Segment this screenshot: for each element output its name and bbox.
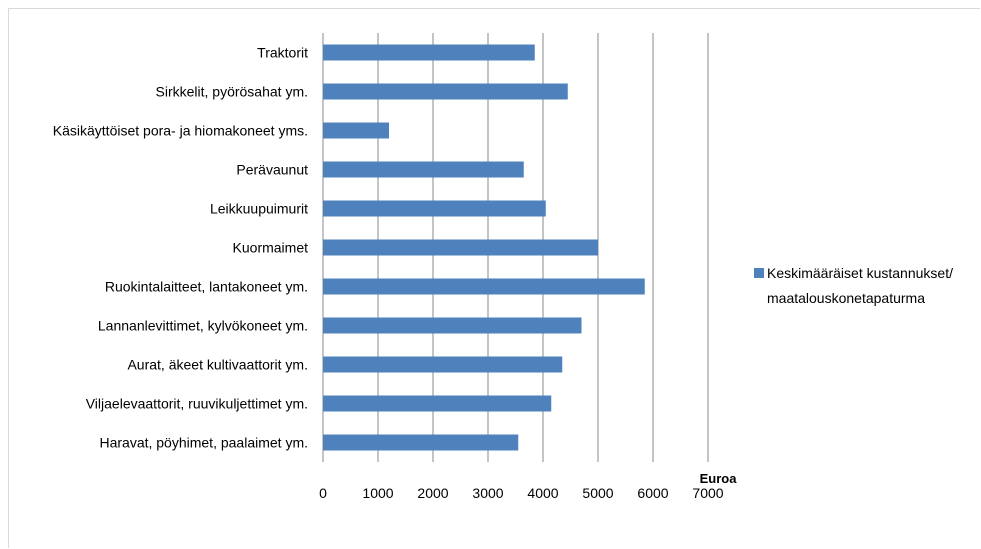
category-label: Sirkkelit, pyörösahat ym. <box>156 84 309 100</box>
legend-label-line-1: Keskimääräiset kustannukset/ <box>767 265 953 281</box>
bars <box>323 44 645 451</box>
x-tick-label: 1000 <box>362 485 393 501</box>
category-label: Kuormaimet <box>233 240 309 256</box>
x-tick-labels: 0 1000 2000 3000 4000 5000 6000 7000 <box>319 485 724 501</box>
x-tick-label: 3000 <box>472 485 503 501</box>
bar <box>323 83 568 100</box>
bar <box>323 278 645 295</box>
category-label: Viljaelevaattorit, ruuvikuljettimet ym. <box>86 396 308 412</box>
bar <box>323 356 563 373</box>
bar <box>323 44 535 61</box>
category-label: Lannanlevittimet, kylvökoneet ym. <box>98 318 308 334</box>
category-label: Perävaunut <box>236 162 308 178</box>
bar <box>323 317 582 334</box>
legend-swatch <box>754 268 764 278</box>
bar <box>323 434 519 451</box>
x-tick-label: 5000 <box>582 485 613 501</box>
x-tick-label: 7000 <box>692 485 723 501</box>
category-label: Leikkuupuimurit <box>210 201 308 217</box>
category-labels: Traktorit Sirkkelit, pyörösahat ym. Käsikä… <box>53 45 308 451</box>
bar <box>323 239 598 256</box>
category-label: Haravat, pöyhimet, paalaimet ym. <box>99 435 308 451</box>
x-tick-label: 2000 <box>417 485 448 501</box>
bar <box>323 122 389 139</box>
legend-label-line-2: maatalouskonetapaturma <box>767 290 925 306</box>
bar <box>323 200 546 217</box>
chart-frame <box>8 8 980 548</box>
x-tick-label: 0 <box>319 485 327 501</box>
category-label: Käsikäyttöiset pora- ja hiomakoneet yms. <box>53 123 308 139</box>
x-axis-unit-label: Euroa <box>700 471 738 486</box>
category-label: Traktorit <box>257 45 308 61</box>
x-tick-label: 4000 <box>527 485 558 501</box>
legend: Keskimääräiset kustannukset/ maatalousko… <box>754 265 953 306</box>
category-label: Aurat, äkeet kultivaattorit ym. <box>127 357 308 373</box>
category-label: Ruokintalaitteet, lantakoneet ym. <box>105 279 308 295</box>
bar <box>323 161 524 178</box>
bar <box>323 395 552 412</box>
x-tick-label: 6000 <box>637 485 668 501</box>
